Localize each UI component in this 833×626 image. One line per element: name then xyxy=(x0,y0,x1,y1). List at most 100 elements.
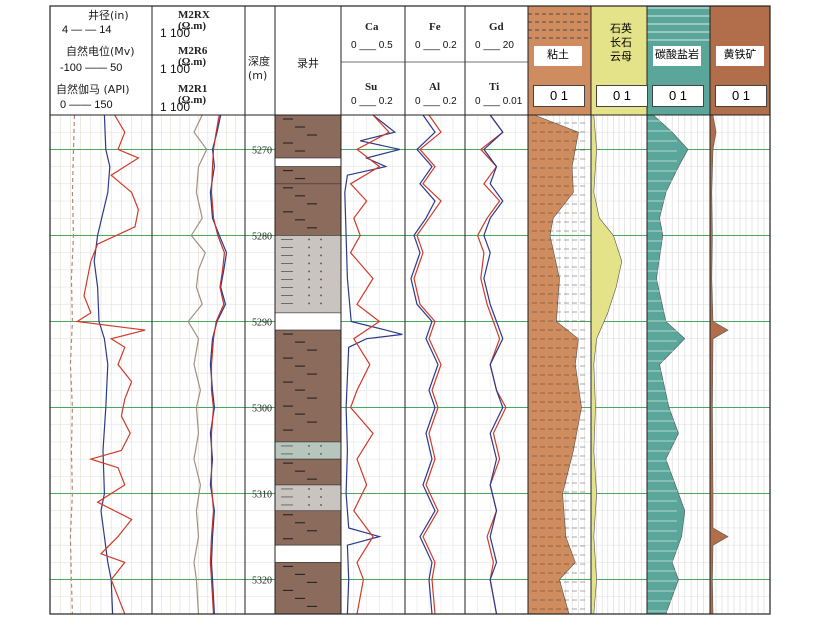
lith-dot xyxy=(308,238,310,241)
lith-dot xyxy=(308,254,310,257)
mineral-name-box-2: 碳酸盐岩 xyxy=(653,46,701,66)
log-curves xyxy=(69,114,507,615)
lith-layer xyxy=(274,441,342,460)
lithology-column xyxy=(274,114,342,615)
lith-dot xyxy=(308,453,310,455)
lith-dot xyxy=(308,278,310,281)
lith-layer xyxy=(274,329,342,443)
elem-name-Ca: Ca xyxy=(365,21,379,33)
depth-label: 深度 (m) xyxy=(248,55,270,83)
mineral-scale-2: 0 1 xyxy=(652,85,704,107)
curve-Ti xyxy=(483,114,504,615)
lith-dot xyxy=(308,262,310,265)
lith-layer xyxy=(274,166,342,185)
depth-tick-label: 5310 xyxy=(252,490,272,501)
lith-layer xyxy=(274,510,342,546)
sp-name: 自然电位(Mv) xyxy=(66,45,135,58)
mineral-name-box-0: 粘土 xyxy=(534,46,582,66)
mineral-name-box-1: 石英 长石 云母 xyxy=(610,23,632,63)
lith-dot xyxy=(308,445,310,447)
lith-dot xyxy=(320,278,322,281)
curve-M2R6 xyxy=(209,114,226,615)
depth-tick-label: 5270 xyxy=(252,145,272,156)
mineral-fills xyxy=(527,114,729,615)
curve-Fe xyxy=(413,114,442,615)
lith-dot xyxy=(320,302,322,305)
depth-tick-label: 5300 xyxy=(252,404,272,415)
res-name-1: M2R6 xyxy=(178,45,208,57)
lith-dot xyxy=(320,445,322,447)
elem-name-Al: Al xyxy=(429,81,440,93)
res-unit-2: (Ω.m) xyxy=(178,94,207,106)
lith-layer xyxy=(274,544,342,563)
lith-layer xyxy=(274,235,342,314)
lith-dot xyxy=(308,302,310,305)
gr-name: 自然伽马 (API) xyxy=(56,83,130,96)
mineral-scale-3: 0 1 xyxy=(715,85,767,107)
lith-dot xyxy=(308,496,310,498)
lith-dot xyxy=(320,262,322,265)
curve-Ca xyxy=(344,114,403,615)
elem-scale-Fe: 0 ___ 0.2 xyxy=(415,40,457,51)
lith-dot xyxy=(308,286,310,289)
res-scale-0: 1 100 xyxy=(160,26,191,40)
res-name-2: M2R1 xyxy=(178,83,208,95)
elem-name-Fe: Fe xyxy=(429,21,441,33)
sp-scale: -100 —— 50 xyxy=(60,62,123,74)
mineral-fill-2 xyxy=(646,114,689,615)
lith-dot xyxy=(308,246,310,249)
mineral-scale-1: 0 1 xyxy=(596,85,648,107)
depth-tick-label: 5280 xyxy=(252,231,272,242)
elem-name-Su: Su xyxy=(365,81,378,93)
lith-dot xyxy=(308,294,310,297)
res-scale-2: 1 100 xyxy=(160,100,191,114)
elem-scale-Su: 0 ___ 0.2 xyxy=(351,96,393,107)
caliper-scale: 4 — — 14 xyxy=(62,24,112,36)
curve-M2R1 xyxy=(187,114,208,615)
res-unit-1: (Ω.m) xyxy=(178,56,207,68)
elem-scale-Al: 0 ___ 0.2 xyxy=(415,96,457,107)
res-name-0: M2RX xyxy=(178,9,210,21)
frame xyxy=(49,5,771,615)
elem-scale-Ca: 0 ___ 0.5 xyxy=(351,40,393,51)
res-unit-0: (Ω.m) xyxy=(178,20,207,32)
elem-name-Gd: Gd xyxy=(489,21,504,33)
curve-井径(in) xyxy=(69,114,76,615)
lith-dot xyxy=(320,504,322,506)
lith-dot xyxy=(308,488,310,490)
depth-tick-label: 5320 xyxy=(252,576,272,587)
lith-layer xyxy=(274,114,342,159)
mineral-fill-3 xyxy=(709,114,729,615)
lith-dot xyxy=(320,488,322,490)
lith-dot xyxy=(320,496,322,498)
curve-自然电位(Mv) xyxy=(93,114,114,615)
lith-dot xyxy=(320,238,322,241)
lith-dot xyxy=(320,294,322,297)
lith-layer xyxy=(274,312,342,331)
caliper-name: 井径(in) xyxy=(88,9,129,22)
lith-layer xyxy=(274,157,342,167)
mineral-fill-1 xyxy=(590,114,623,615)
lith-dot xyxy=(320,453,322,455)
lith-dot xyxy=(320,254,322,257)
elem-scale-Ti: 0 ___ 0.01 xyxy=(475,96,523,107)
lith-dot xyxy=(320,246,322,249)
mineral-scale-0: 0 1 xyxy=(533,85,585,107)
lith-dot xyxy=(320,286,322,289)
lith-dot xyxy=(320,270,322,273)
curve-自然伽马 (API) xyxy=(75,114,146,615)
lithology-label: 录井 xyxy=(297,57,319,70)
depth-tick-label: 5290 xyxy=(252,317,272,328)
lith-dot xyxy=(308,504,310,506)
lith-dot xyxy=(308,270,310,273)
lith-layer xyxy=(274,562,342,615)
elem-scale-Gd: 0 ___ 20 xyxy=(475,40,514,51)
res-scale-1: 1 100 xyxy=(160,62,191,76)
mineral-name-box-3: 黄铁矿 xyxy=(716,46,764,66)
gr-scale: 0 —— 150 xyxy=(60,99,113,111)
elem-name-Ti: Ti xyxy=(489,81,500,93)
outer-frame xyxy=(49,5,771,615)
depth-ticks: 5270 5280 5290 5300 5310 5320 xyxy=(252,145,272,586)
curve-Al xyxy=(410,114,439,615)
curve-Su xyxy=(349,114,390,615)
